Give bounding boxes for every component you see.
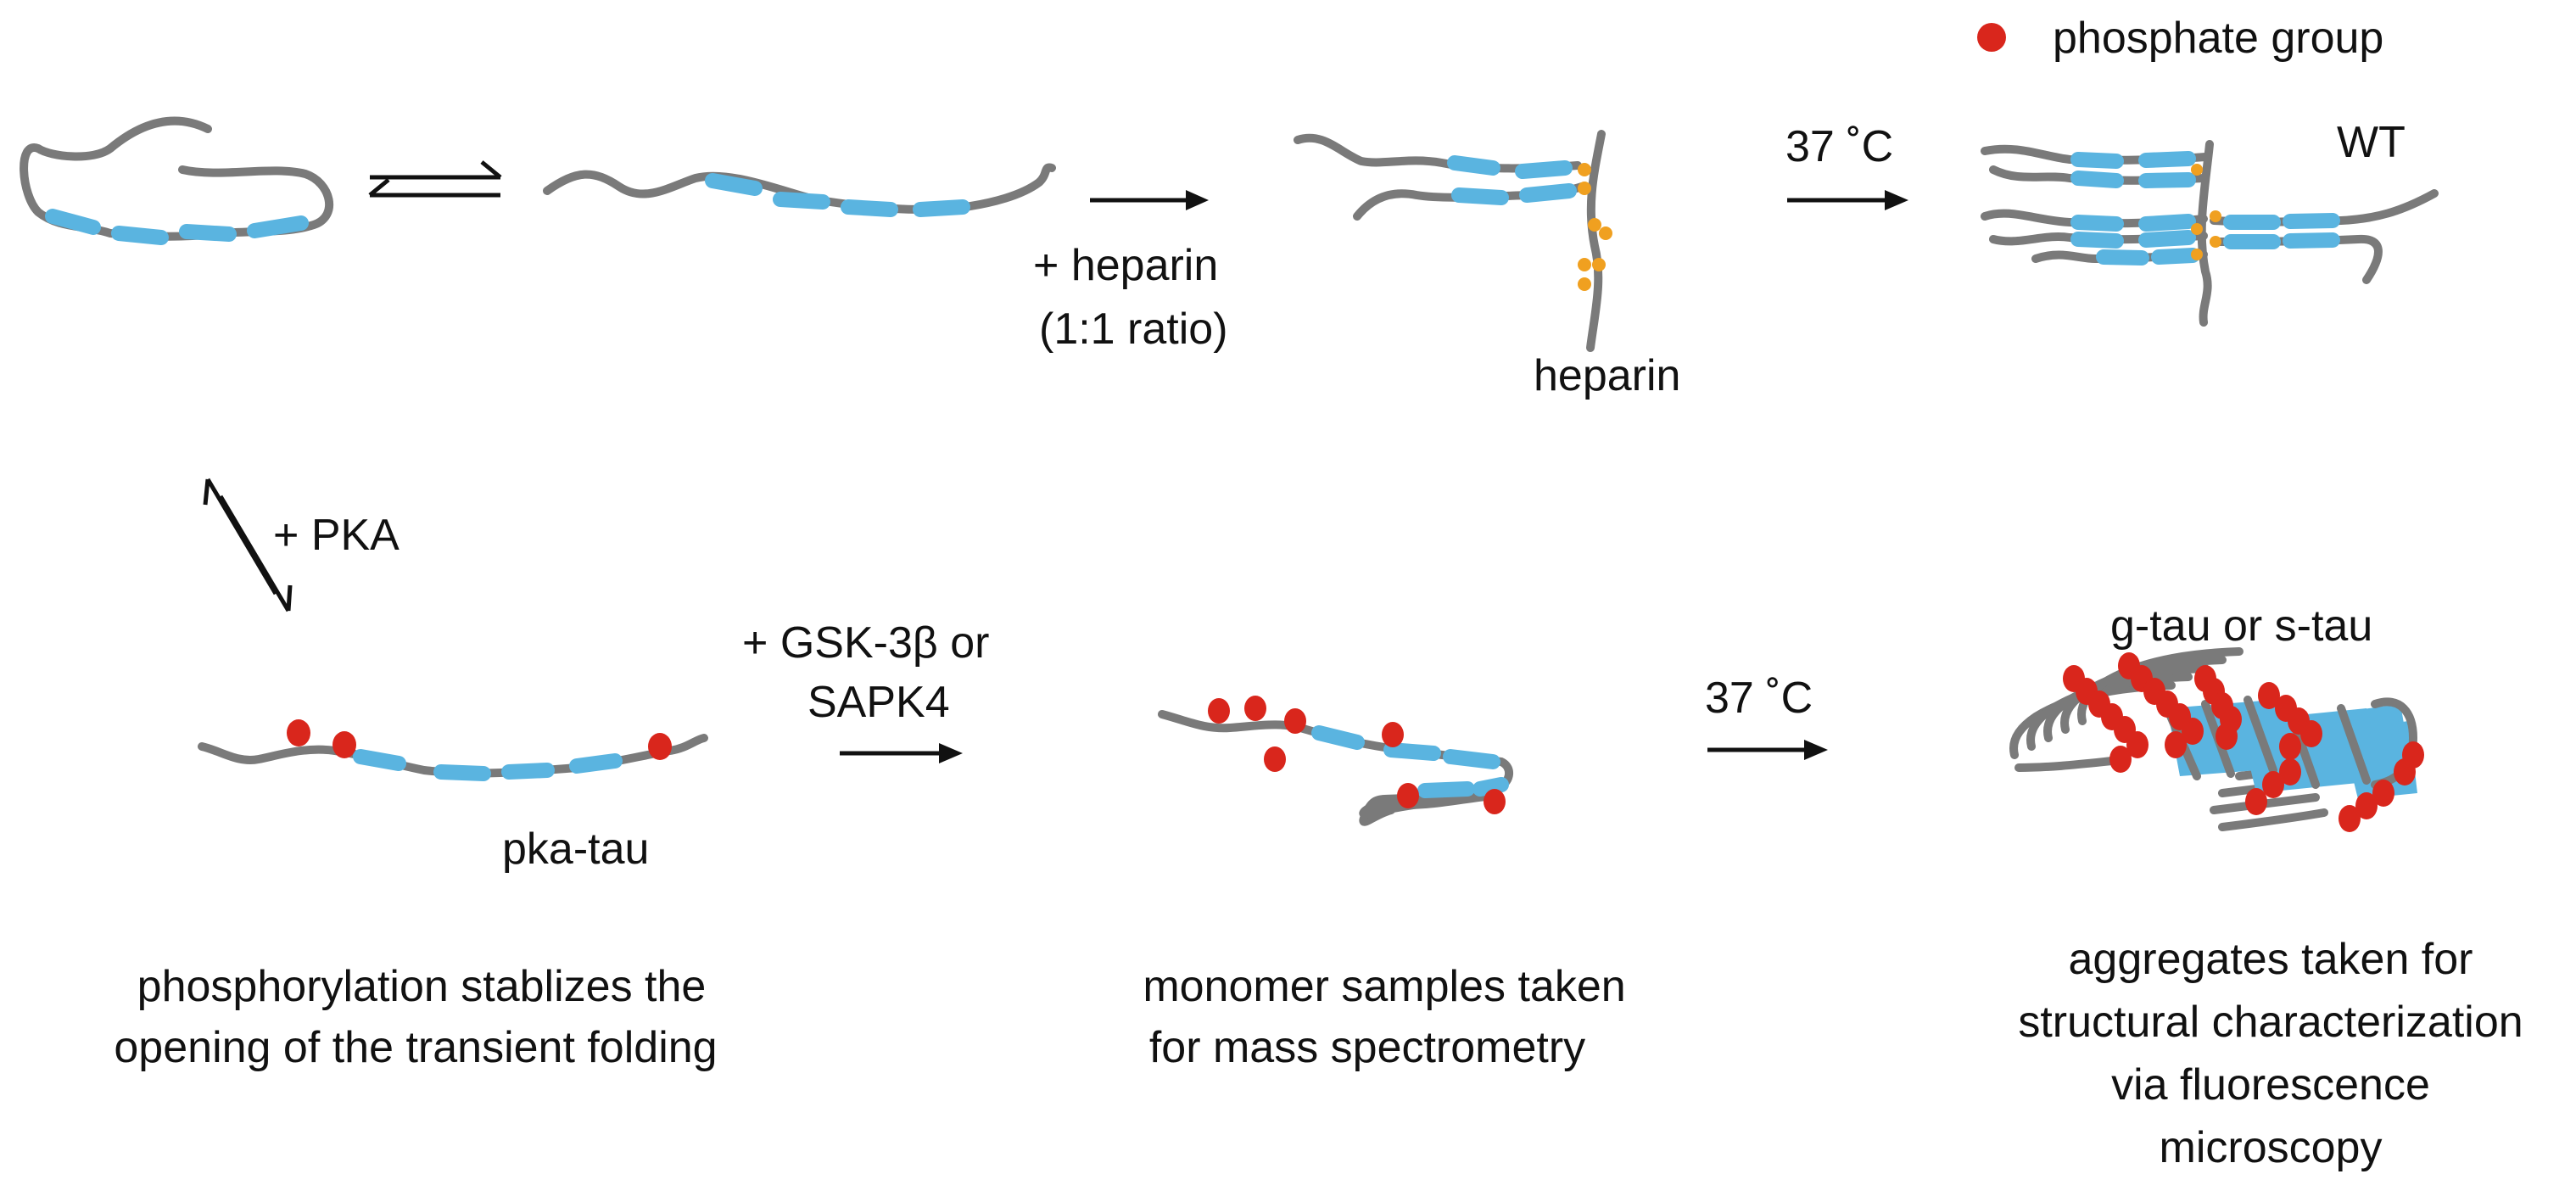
caption-left-line: opening of the transient folding — [114, 1023, 717, 1072]
equilibrium-arrows-vertical — [203, 478, 293, 612]
caption-right-line: via fluorescence — [2111, 1060, 2430, 1110]
caption-left-line: phosphorylation stablizes the — [137, 962, 707, 1011]
phospho-tau-aggregate — [2009, 647, 2424, 832]
heparin-step-arrow — [1090, 190, 1209, 210]
caption-middle-line: monomer samples taken — [1143, 962, 1625, 1011]
temperature-arrow-top — [1787, 190, 1908, 210]
temperature-arrow-bottom — [1707, 740, 1828, 760]
kinase-step-arrow — [840, 743, 963, 763]
kinase-step-label-1: + GSK-3β or — [742, 618, 989, 668]
caption-right-line: microscopy — [2160, 1123, 2383, 1172]
tau-heparin-complex — [1294, 130, 1612, 352]
aggregate-label: g-tau or s-tau — [2110, 601, 2372, 651]
folded-tau — [20, 116, 333, 245]
temperature-label-bottom: 37 ˚C — [1705, 674, 1813, 723]
caption-middle-line: for mass spectrometry — [1149, 1023, 1585, 1072]
equilibrium-arrows-top — [368, 160, 502, 198]
caption-right-line: aggregates taken for — [2069, 935, 2473, 984]
heparin-step-label-1: + heparin — [1033, 241, 1218, 290]
pka-label: + PKA — [273, 511, 400, 560]
heparin-step-label-2: (1:1 ratio) — [1039, 305, 1228, 354]
pka-tau — [198, 719, 708, 781]
legend-label: phosphate group — [2053, 14, 2383, 63]
heparin-contact-dot — [1578, 163, 1591, 176]
hyperphosphorylated-tau — [1158, 696, 1513, 826]
caption-right-line: structural characterization — [2018, 998, 2523, 1047]
heparin-label: heparin — [1534, 351, 1680, 400]
pka-tau-label: pka-tau — [502, 825, 649, 874]
wt-label: WT — [2337, 118, 2406, 167]
legend: phosphate group — [1977, 14, 2383, 63]
extended-tau — [543, 163, 1056, 217]
caption-right: aggregates taken for structural characte… — [2018, 935, 2523, 1172]
caption-left: phosphorylation stablizes the opening of… — [114, 962, 717, 1072]
phosphate-legend-dot — [1977, 23, 2006, 52]
temperature-label-top: 37 ˚C — [1785, 122, 1893, 171]
caption-middle: monomer samples taken for mass spectrome… — [1143, 962, 1625, 1072]
aggregate-phosphates — [2063, 652, 2424, 832]
wt-aggregate — [1981, 140, 2439, 327]
kinase-step-label-2: SAPK4 — [807, 678, 950, 727]
